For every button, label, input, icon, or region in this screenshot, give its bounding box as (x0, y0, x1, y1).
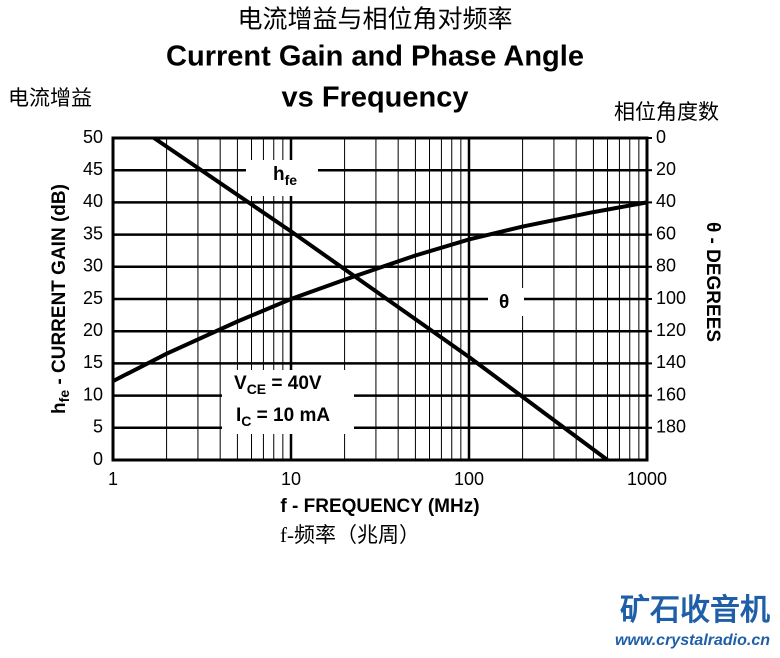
watermark-name: 矿石收音机 (620, 593, 770, 627)
annotation: θ (499, 292, 509, 313)
annotation-rest: = 40V (266, 373, 322, 394)
plot-frame (111, 136, 649, 462)
y-tick-label: 20 (83, 320, 103, 340)
y-label-rest: - CURRENT GAIN (dB) (49, 184, 70, 390)
x-tick-label: 1000 (627, 469, 667, 489)
x-tick-label: 100 (454, 469, 484, 489)
y2-tick-label: 120 (656, 320, 686, 340)
y-label-main: h (49, 402, 70, 414)
y-tick-label: 5 (93, 417, 103, 437)
y2-tick-label: 100 (656, 288, 686, 308)
y-tick-label: 35 (83, 223, 103, 243)
y2-tick-label: 60 (656, 223, 676, 243)
y2-label: θ - DEGREES (702, 222, 723, 342)
y2-tick-label: 140 (656, 352, 686, 372)
annotation-sub: C (241, 413, 251, 429)
y-label-cn: 电流增益 (8, 86, 92, 110)
annotation-box (246, 160, 318, 196)
annotation: VCE = 40V (234, 373, 322, 397)
title-cn: 电流增益与相位角对频率 (237, 6, 512, 34)
annotation-main: h (273, 164, 285, 185)
y2-tick-label: 20 (656, 159, 676, 179)
y2-label-cn: 相位角度数 (614, 100, 719, 124)
x-tick-label: 1 (108, 469, 118, 489)
annotation-sub: fe (285, 172, 298, 188)
y-tick-label: 40 (83, 191, 103, 211)
chart-title: Current Gain and Phase Angle (166, 41, 584, 73)
annotation-box (222, 404, 354, 434)
annotation-box (488, 288, 524, 316)
annotation: IC = 10 mA (236, 405, 330, 429)
x-label-cn: f-频率（兆周） (280, 523, 420, 547)
y2-tick-label: 80 (656, 256, 676, 276)
series-line (152, 136, 609, 462)
series-line (112, 200, 648, 383)
x-label: f - FREQUENCY (MHz) (280, 496, 479, 517)
y-tick-label: 30 (83, 256, 103, 276)
y2-tick-label: 160 (656, 384, 686, 404)
y-label-sub: fe (56, 390, 72, 403)
annotation-main: V (234, 373, 247, 394)
x-tick-label: 10 (281, 469, 301, 489)
annotation: hfe (273, 164, 297, 188)
y2-tick-label: 0 (656, 127, 666, 147)
annotation-main: I (236, 405, 241, 426)
y-tick-label: 25 (83, 288, 103, 308)
y-tick-label: 50 (83, 127, 103, 147)
y-tick-label: 10 (83, 384, 103, 404)
y-tick-label: 45 (83, 159, 103, 179)
y2-tick-label: 180 (656, 417, 686, 437)
y2-tick-label: 40 (656, 191, 676, 211)
watermark-url: www.crystalradio.cn (615, 632, 770, 649)
y-tick-label: 0 (93, 449, 103, 469)
y-label: hfe - CURRENT GAIN (dB) (49, 184, 72, 414)
y-tick-label: 15 (83, 352, 103, 372)
annotation-rest: = 10 mA (251, 405, 330, 426)
chart-subtitle: vs Frequency (282, 82, 469, 114)
annotation-sub: CE (247, 381, 266, 397)
